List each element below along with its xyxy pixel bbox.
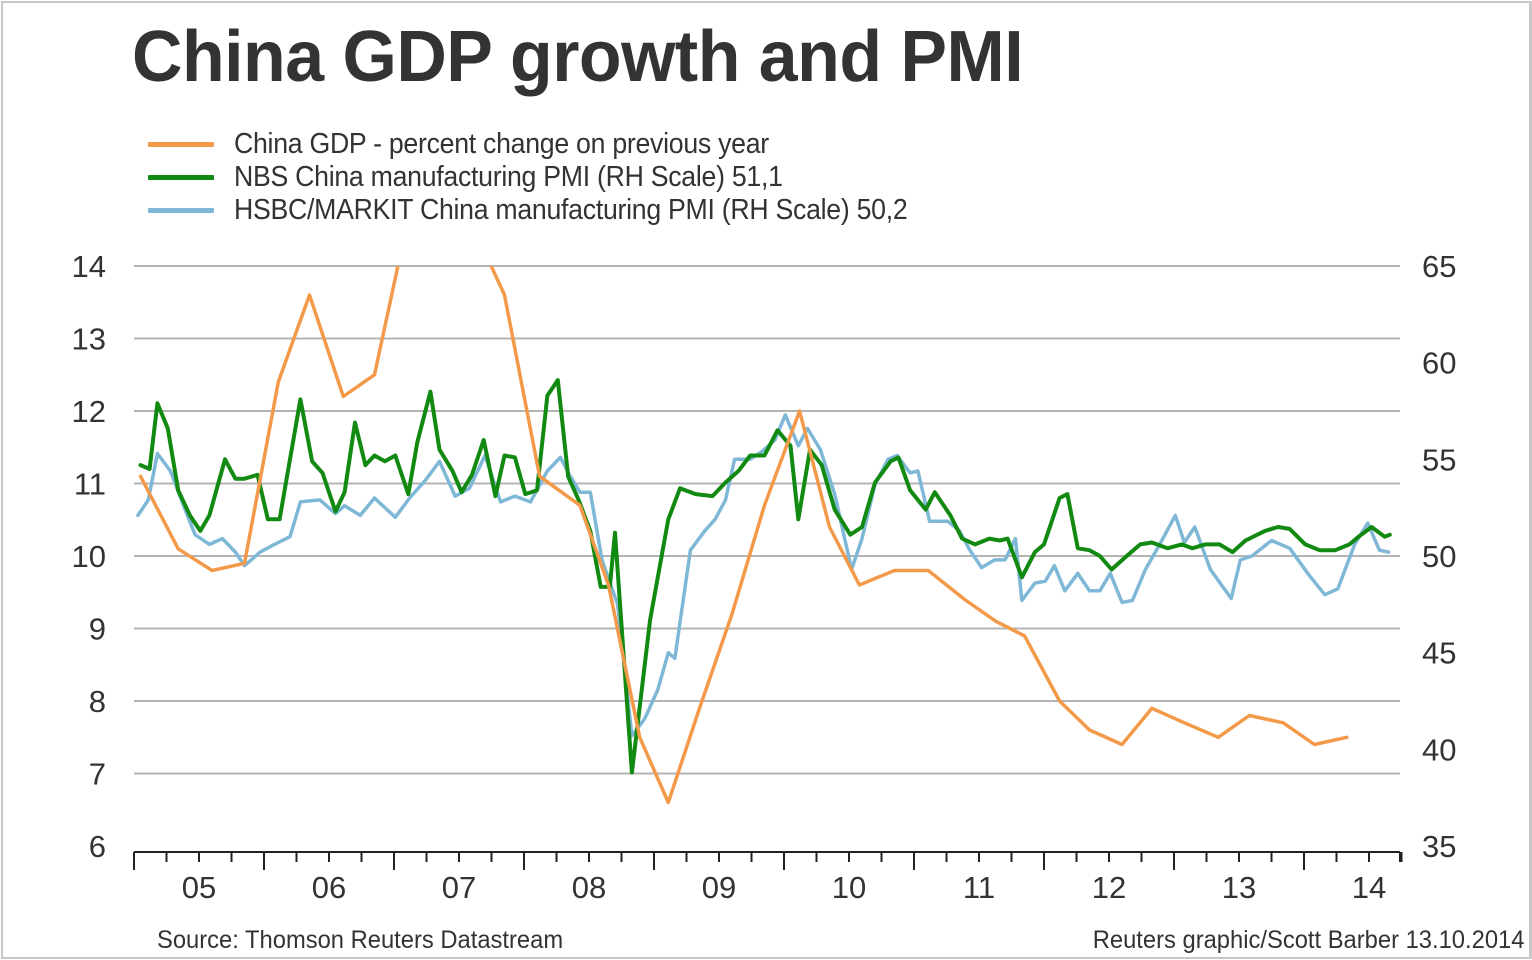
right-tick-label: 50 — [1422, 539, 1456, 574]
x-tick-label: 11 — [963, 870, 995, 905]
source-note: Source: Thomson Reuters Datastream — [157, 926, 564, 954]
x-tick-label: 06 — [312, 870, 346, 905]
right-axis-labels: 35 40 45 50 55 60 65 — [1422, 249, 1456, 864]
x-axis: 05 06 07 08 09 10 11 12 13 14 — [133, 851, 1403, 905]
x-tick-label: 07 — [442, 870, 476, 905]
legend: China GDP - percent change on previous y… — [148, 128, 966, 227]
left-tick-label: 11 — [74, 467, 106, 502]
x-tick-label: 12 — [1092, 870, 1126, 905]
right-tick-label: 35 — [1422, 829, 1456, 864]
legend-swatch-gdp — [148, 142, 214, 147]
right-tick-label: 60 — [1422, 346, 1456, 381]
x-tick-label: 05 — [182, 870, 216, 905]
left-tick-label: 14 — [72, 249, 106, 284]
legend-item-nbs-pmi: NBS China manufacturing PMI (RH Scale) 5… — [148, 161, 966, 194]
series-nbs-pmi-line — [138, 378, 1392, 775]
left-tick-label: 13 — [72, 322, 106, 357]
x-tick-label: 13 — [1222, 870, 1256, 905]
left-tick-label: 8 — [89, 684, 106, 719]
left-axis-labels: 6 7 8 9 10 11 12 13 14 — [72, 249, 106, 864]
series-gdp-line — [138, 266, 1349, 805]
x-tick-label: 10 — [832, 870, 866, 905]
series-lines — [136, 266, 1392, 805]
right-tick-label: 55 — [1422, 442, 1456, 477]
right-tick-label: 65 — [1422, 249, 1456, 284]
x-tick-label: 09 — [702, 870, 736, 905]
legend-label-hsbc-pmi: HSBC/MARKIT China manufacturing PMI (RH … — [234, 194, 908, 226]
left-tick-label: 12 — [72, 394, 106, 429]
legend-item-hsbc-pmi: HSBC/MARKIT China manufacturing PMI (RH … — [148, 194, 966, 227]
right-tick-label: 45 — [1422, 636, 1456, 671]
right-tick-label: 40 — [1422, 732, 1456, 767]
legend-label-gdp: China GDP - percent change on previous y… — [234, 128, 769, 160]
left-tick-label: 9 — [89, 612, 106, 647]
chart-title: China GDP growth and PMI — [132, 17, 1024, 97]
left-tick-label: 10 — [72, 539, 106, 574]
x-tick-label: 14 — [1352, 870, 1386, 905]
legend-swatch-nbs-pmi — [148, 175, 214, 180]
series-hsbc-pmi-line — [136, 413, 1391, 738]
legend-swatch-hsbc-pmi — [148, 208, 214, 213]
legend-label-nbs-pmi: NBS China manufacturing PMI (RH Scale) 5… — [234, 161, 783, 193]
left-tick-label: 6 — [89, 829, 106, 864]
left-tick-label: 7 — [89, 757, 106, 792]
legend-item-gdp: China GDP - percent change on previous y… — [148, 128, 966, 161]
credit-note: Reuters graphic/Scott Barber 13.10.2014 — [1092, 926, 1524, 954]
x-tick-label: 08 — [572, 870, 606, 905]
